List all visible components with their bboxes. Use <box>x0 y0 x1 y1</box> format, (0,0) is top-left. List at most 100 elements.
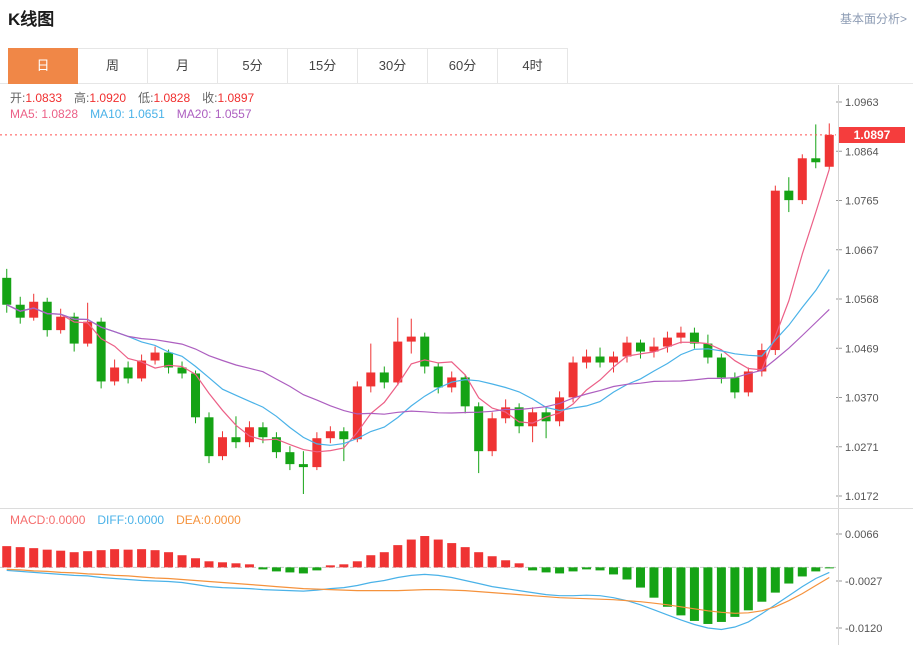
macd-bar <box>595 567 605 571</box>
period-tabbar: 日周月 5分 15分 30分 60分 4时 <box>0 48 913 84</box>
candle <box>635 339 645 359</box>
candle <box>420 332 430 374</box>
candle <box>366 343 376 393</box>
candle <box>150 346 160 365</box>
macd-bar <box>352 561 362 568</box>
macd-bar <box>757 567 767 602</box>
candle <box>83 302 93 347</box>
macd-bar <box>271 567 281 572</box>
macd-bar <box>42 549 52 568</box>
macd-bar <box>797 567 807 577</box>
candle <box>231 416 241 449</box>
open-value: 1.0833 <box>25 91 63 105</box>
candle <box>42 297 52 337</box>
macd-label: MACD: <box>10 513 49 527</box>
open-label: 开: <box>10 91 26 105</box>
macd-bar <box>541 567 551 573</box>
macd-bar <box>177 555 187 568</box>
ma20-label: MA20: <box>176 107 212 121</box>
macd-bar <box>393 545 403 568</box>
current-price-tag: 1.0897 <box>839 127 905 143</box>
candle <box>110 359 120 386</box>
period-tabs: 日周月 5分 15分 30分 60分 4时 <box>8 48 913 84</box>
candle <box>2 268 12 313</box>
macd-bar <box>312 567 322 571</box>
macd-bar <box>555 567 565 574</box>
macd-histogram <box>2 536 834 624</box>
candle <box>487 412 497 457</box>
candle <box>137 354 147 382</box>
candle <box>312 432 322 471</box>
ohlc-info: 开:1.0833 高:1.0920 低:1.0828 收:1.0897 <box>10 89 266 106</box>
macd-bar <box>56 550 66 568</box>
macd-bar <box>285 567 295 573</box>
tab-h4[interactable]: 4时 <box>498 48 568 84</box>
diff-value: 0.0000 <box>127 513 165 527</box>
tab-month[interactable]: 月 <box>148 48 218 84</box>
macd-bar <box>204 561 214 568</box>
tab-day[interactable]: 日 <box>8 48 78 84</box>
candle <box>730 372 740 399</box>
candle <box>622 336 632 363</box>
candle <box>406 318 416 354</box>
candle <box>164 349 174 374</box>
macd-bar <box>433 539 443 568</box>
candle <box>474 402 484 474</box>
macd-bar <box>622 567 632 580</box>
macd-bar <box>447 543 457 568</box>
candle <box>609 351 619 373</box>
candle <box>676 326 686 344</box>
tab-m5[interactable]: 5分 <box>218 48 288 84</box>
y-axis-label: 1.0963 <box>845 97 879 109</box>
dea-line <box>6 568 830 614</box>
candle <box>379 366 389 389</box>
dea-value: 0.0000 <box>204 513 241 527</box>
candle <box>177 361 187 379</box>
macd-bar <box>29 548 39 568</box>
macd-bar <box>217 562 227 568</box>
macd-bar <box>69 552 79 568</box>
candle <box>662 331 672 353</box>
diff-line <box>6 569 830 631</box>
tab-m60[interactable]: 60分 <box>428 48 498 84</box>
macd-bar <box>487 556 497 568</box>
macd-bar <box>123 549 133 568</box>
y-axis-label: 1.0271 <box>845 442 879 454</box>
low-value: 1.0828 <box>153 91 191 105</box>
candle <box>541 406 551 439</box>
macd-bar <box>325 565 335 568</box>
candle <box>824 123 834 170</box>
y-axis-label: 1.0568 <box>845 294 879 306</box>
candle <box>555 391 565 427</box>
y-axis-label: 1.0469 <box>845 343 879 355</box>
macd-bar <box>137 549 147 568</box>
candle <box>217 431 227 461</box>
ma10-label: MA10: <box>90 107 125 121</box>
ma10-value: 1.0651 <box>128 107 165 121</box>
ma20-line <box>6 304 830 415</box>
candle <box>325 426 335 444</box>
low-label: 低: <box>138 91 154 105</box>
macd-bar <box>298 567 308 574</box>
y-axis-label: 1.0864 <box>845 146 879 158</box>
y-axis-label: 1.0172 <box>845 491 879 503</box>
candle <box>582 349 592 369</box>
fundamental-analysis-link[interactable]: 基本面分析> <box>839 12 907 26</box>
ma-info: MA5: 1.0828 MA10: 1.0651 MA20: 1.0557 <box>10 107 264 121</box>
candle <box>29 293 39 321</box>
macd-bar <box>339 564 349 568</box>
page-title: K线图 <box>8 10 55 29</box>
candle <box>204 412 214 464</box>
macd-bar <box>379 552 389 568</box>
macd-axis-label: -0.0120 <box>845 623 882 635</box>
tab-week[interactable]: 周 <box>78 48 148 84</box>
diff-label: DIFF: <box>97 513 128 527</box>
tab-m30[interactable]: 30分 <box>358 48 428 84</box>
ma5-line <box>6 169 830 453</box>
macd-bar <box>730 567 740 617</box>
tab-m15[interactable]: 15分 <box>288 48 358 84</box>
candle <box>757 343 767 377</box>
candle <box>191 370 201 424</box>
candle <box>743 367 753 397</box>
